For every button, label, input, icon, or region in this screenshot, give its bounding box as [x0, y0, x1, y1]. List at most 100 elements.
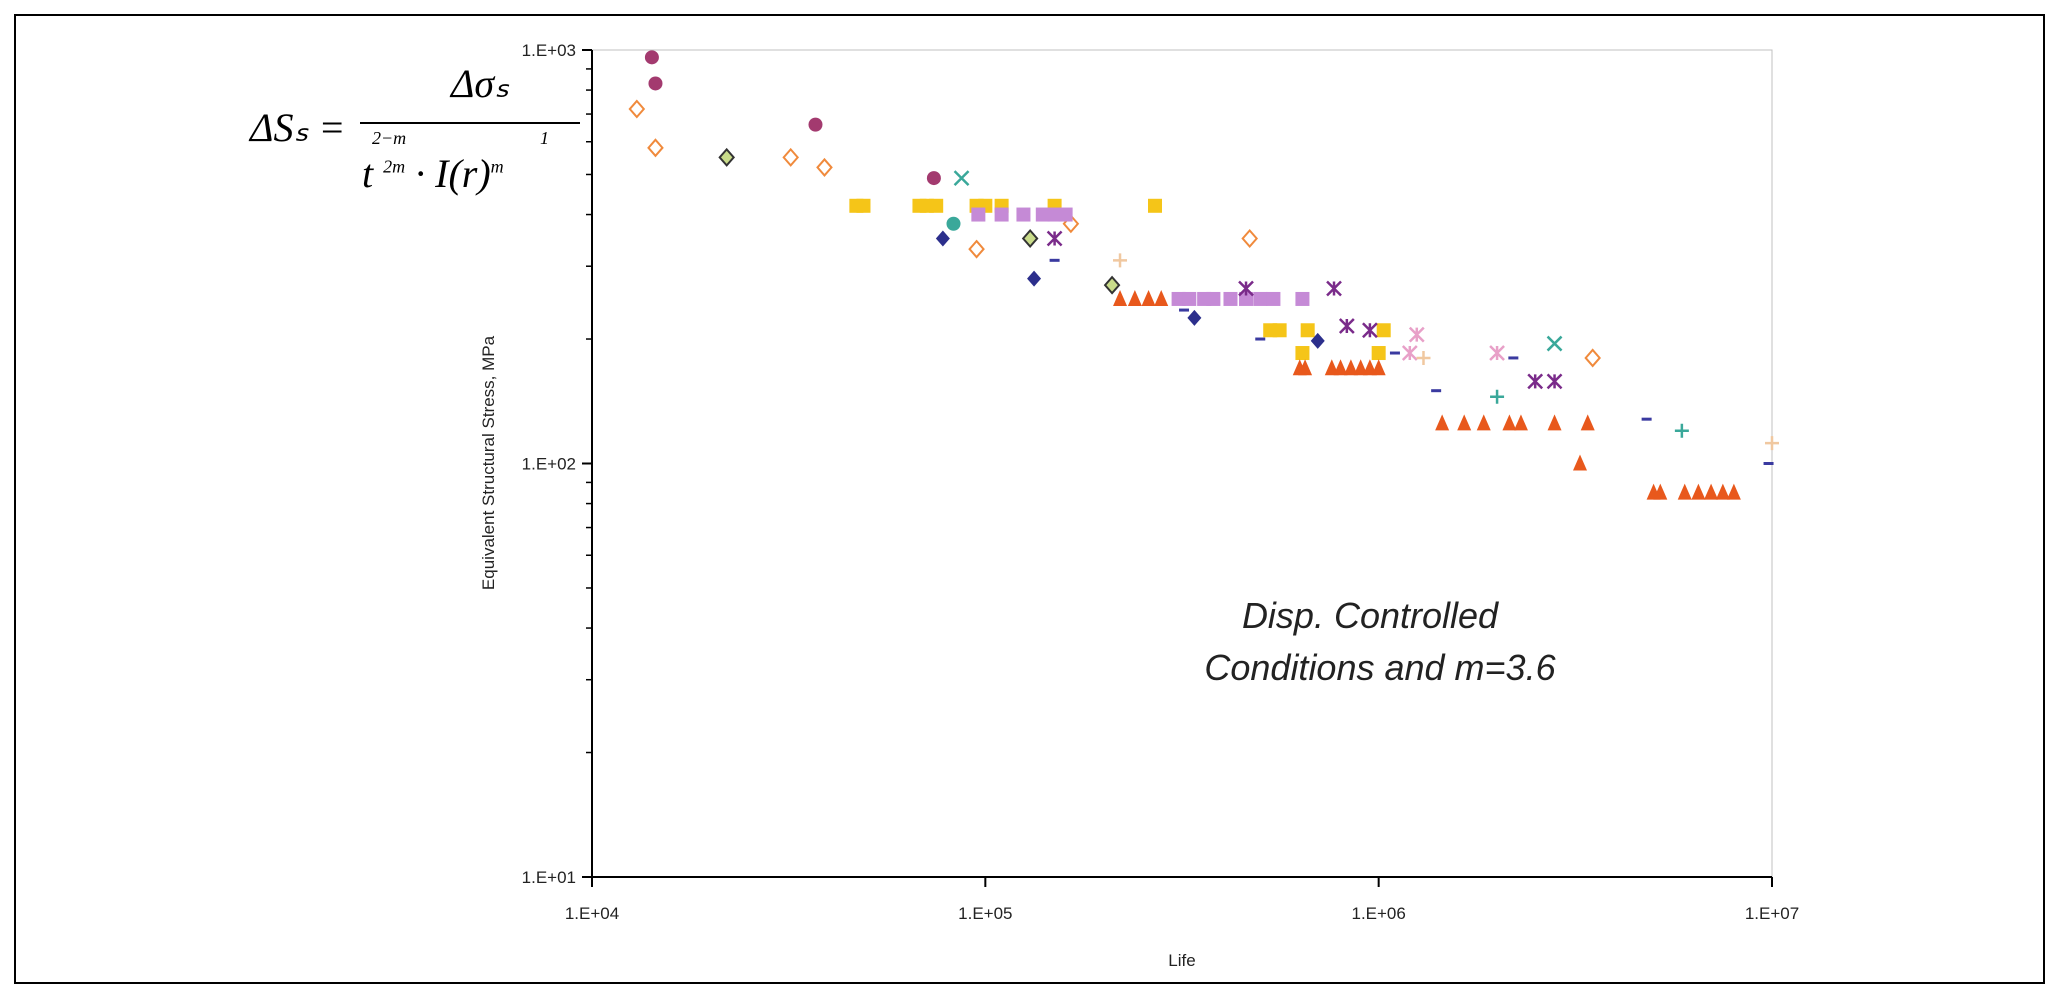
point-diamond-open — [628, 99, 646, 119]
point-diamond-filled — [1021, 229, 1039, 249]
point-plus — [1765, 436, 1779, 451]
point-triangle — [1154, 289, 1169, 306]
x-axis-label: Life — [1168, 951, 1195, 970]
point-diamond-open — [647, 138, 664, 158]
point-asterisk — [1362, 322, 1378, 339]
stress-formula: ΔSₛ = Δσₛ 2−m 1 t 2m · I(r)m — [250, 60, 590, 230]
point-square — [929, 198, 944, 213]
formula-denominator: t 2m · I(r)m — [362, 150, 504, 197]
point-plus — [1674, 423, 1689, 438]
point-triangle — [1141, 289, 1156, 306]
x-tick-label: 1.E+07 — [1745, 904, 1799, 923]
point-triangle — [1457, 414, 1472, 431]
point-plus — [1416, 350, 1431, 365]
point-triangle — [1502, 414, 1517, 431]
point-x — [953, 170, 970, 186]
point-triangle — [1677, 483, 1692, 500]
point-circle — [648, 76, 663, 91]
point-triangle — [1343, 359, 1358, 376]
plot-border — [591, 49, 1773, 878]
point-diamond — [1310, 332, 1325, 349]
formula-numerator: Δσₛ — [450, 61, 510, 106]
y-axis-label: Equivalent Structural Stress, MPa — [479, 335, 498, 590]
point-triangle — [1333, 359, 1348, 376]
point-asterisk — [1527, 373, 1544, 390]
point-square — [1272, 323, 1287, 338]
point-triangle — [1127, 289, 1142, 306]
point-diamond — [1187, 309, 1202, 326]
point-square — [1058, 207, 1073, 222]
point-diamond-open — [968, 239, 985, 259]
point-triangle — [1298, 359, 1313, 376]
point-triangle — [1324, 359, 1339, 376]
x-tick-label: 1.E+05 — [958, 904, 1012, 923]
point-plus — [1113, 253, 1128, 268]
point-square — [1016, 207, 1031, 222]
formula-fraction-bar — [360, 122, 580, 124]
point-triangle — [1691, 483, 1706, 500]
formula-exp-t: 2−m — [372, 128, 407, 148]
point-triangle — [1353, 359, 1368, 376]
point-triangle — [1580, 414, 1595, 431]
annotation-line-2: Conditions and m=3.6 — [1204, 647, 1556, 688]
point-square — [1148, 198, 1163, 213]
point-triangle — [1113, 289, 1128, 306]
point-square — [994, 207, 1009, 222]
point-triangle — [1726, 483, 1741, 500]
formula-exp-i: 1 — [540, 128, 549, 148]
y-tick-label: 1.E+01 — [522, 868, 576, 887]
point-circle — [644, 50, 659, 65]
formula-lhs: ΔSₛ = — [250, 105, 346, 150]
figure-frame — [14, 14, 2045, 984]
point-triangle — [1715, 483, 1730, 500]
point-asterisk — [1046, 230, 1063, 247]
point-circle — [808, 117, 823, 132]
point-triangle — [1547, 414, 1562, 431]
point-triangle — [1371, 359, 1386, 376]
point-square — [1253, 291, 1268, 306]
point-asterisk — [1326, 280, 1342, 297]
point-square — [1182, 291, 1197, 306]
point-diamond-open — [782, 147, 800, 167]
y-ticks: 1.E+01 1.E+02 1.E+03 — [522, 41, 592, 887]
point-diamond-open — [1584, 348, 1601, 368]
point-square — [1035, 207, 1050, 222]
point-asterisk — [1401, 345, 1418, 361]
point-square — [1239, 291, 1254, 306]
point-diamond-filled — [1103, 275, 1121, 295]
point-asterisk — [1338, 318, 1355, 334]
point-circle — [926, 171, 941, 186]
y-tick-label: 1.E+03 — [522, 41, 576, 60]
formula-exp-t-den: 2m — [383, 156, 406, 177]
point-triangle — [1704, 483, 1719, 500]
point-triangle — [1362, 359, 1377, 376]
formula-ir: · I(r) — [415, 151, 491, 196]
point-square — [1371, 346, 1386, 361]
point-square — [1171, 291, 1186, 306]
point-triangle — [1573, 454, 1588, 471]
point-diamond-open — [816, 157, 833, 177]
point-asterisk — [1408, 326, 1425, 343]
point-asterisk — [1546, 373, 1563, 390]
point-plus — [1490, 389, 1505, 404]
point-diamond — [1027, 270, 1042, 287]
point-square — [1376, 323, 1391, 338]
point-square — [971, 207, 986, 222]
point-square — [1223, 291, 1238, 306]
point-square — [1300, 323, 1315, 338]
x-ticks: 1.E+04 1.E+05 1.E+06 1.E+07 — [565, 877, 1799, 923]
point-square — [856, 198, 871, 213]
point-asterisk — [1238, 280, 1254, 297]
y-tick-label: 1.E+02 — [522, 455, 576, 474]
formula-exp-i-den: m — [490, 156, 504, 177]
point-triangle — [1435, 414, 1450, 431]
point-diamond — [935, 230, 950, 247]
point-square — [1266, 291, 1281, 306]
point-square — [1206, 291, 1221, 306]
point-square — [1295, 346, 1310, 361]
point-diamond-open — [1241, 229, 1259, 249]
point-square — [1295, 291, 1310, 306]
x-tick-label: 1.E+06 — [1351, 904, 1405, 923]
point-triangle — [1476, 414, 1491, 431]
point-circle — [946, 216, 961, 231]
